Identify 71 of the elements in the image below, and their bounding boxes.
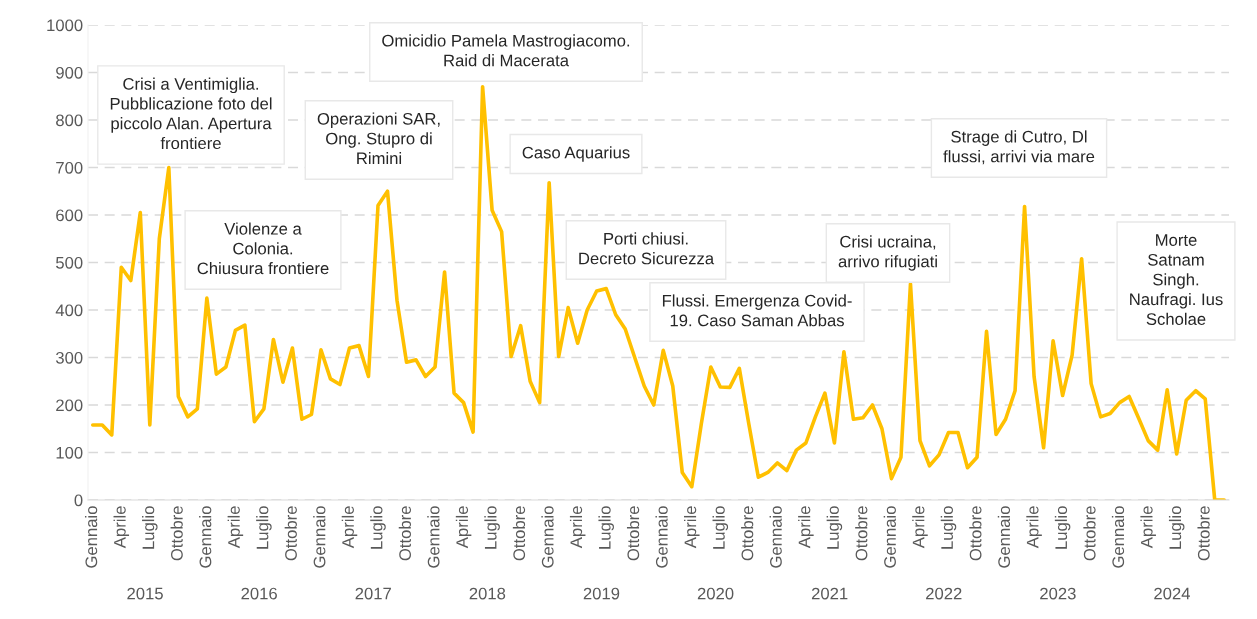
x-tick-label: Gennaio	[541, 506, 554, 568]
x-tick-label: Gennaio	[655, 506, 668, 568]
y-tick-label: 200	[56, 399, 83, 412]
x-tick-label: Gennaio	[1111, 506, 1125, 568]
y-tick-label: 900	[56, 66, 83, 79]
x-tick-label: Aprile	[113, 506, 130, 549]
x-tick-label: Luglio	[598, 506, 614, 549]
text: 2023	[1040, 587, 1076, 600]
y-tick-label: 400	[55, 304, 83, 317]
text: 2019	[583, 587, 620, 600]
x-tick-label: Aprile	[912, 506, 928, 549]
x-tick-label: Aprile	[341, 506, 358, 549]
x-tick-label: Ottobre	[741, 506, 754, 561]
y-tick-label: 600	[56, 209, 83, 222]
x-tick-label: Ottobre	[969, 506, 982, 561]
annotation: Crisi a Ventimiglia. Pubblicazione foto del piccolo Alan. Apertura frontiere	[110, 77, 272, 150]
x-tick-label: Gennaio	[84, 506, 98, 568]
x-tick-label: Gennaio	[313, 506, 326, 568]
x-tick-label: Ottobre	[855, 506, 868, 561]
annotation: Operazioni SAR, Ong. Stupro di Rimini	[317, 112, 440, 165]
y-tick-label: 100	[56, 446, 83, 459]
x-tick-label: Luglio	[940, 506, 957, 549]
x-tick-label: Luglio	[1054, 506, 1071, 549]
y-tick-label: 800	[56, 114, 83, 127]
y-tick-label: 500	[56, 256, 83, 269]
annotation: Caso Aquarius	[522, 146, 630, 162]
y-tick-label: 700	[56, 161, 83, 174]
annotation: Porti chiusi. Decreto Sicurezza	[579, 232, 715, 265]
text: 2024	[1154, 587, 1190, 600]
annotation: Violenze a Colonia. Chiusura frontiere	[197, 222, 329, 275]
x-tick-label: Aprile	[684, 506, 700, 549]
x-tick-label: Gennaio	[883, 506, 896, 568]
annotation: Crisi ucraina, arrivo rifugiati	[838, 235, 937, 271]
x-tick-label: Gennaio	[199, 506, 212, 568]
x-tick-label: Aprile	[798, 506, 814, 549]
annotation: Omicidio Pamela Mastrogiacomo. Raid di Macerata	[382, 34, 630, 67]
y-tick-label: 1000	[47, 19, 83, 32]
text: 2021	[811, 587, 848, 600]
x-tick-label: Aprile	[455, 506, 472, 549]
x-tick-label: Ottobre	[1083, 506, 1096, 561]
annotation: Morte Satnam Singh. Naufragi. Ius Scholae	[1130, 234, 1223, 325]
x-tick-label: Ottobre	[398, 506, 411, 561]
x-tick-label: Gennaio	[427, 506, 440, 568]
x-tick-label: Ottobre	[170, 506, 183, 561]
x-tick-label: Luglio	[370, 506, 386, 549]
x-tick-label: Aprile	[1026, 506, 1042, 549]
annotation: Strage di Cutro, Dl flussi, arrivi via mare	[943, 130, 1095, 165]
text: 2022	[926, 587, 962, 600]
x-tick-label: Ottobre	[284, 506, 297, 561]
x-tick-label: Ottobre	[626, 506, 640, 561]
x-tick-label: Luglio	[1168, 506, 1185, 549]
x-tick-label: Luglio	[142, 506, 158, 549]
x-tick-label: Ottobre	[512, 506, 526, 561]
y-tick-label: 0	[74, 494, 83, 507]
text: 2017	[355, 587, 391, 600]
text: 2018	[469, 587, 506, 600]
x-tick-label: Gennaio	[997, 506, 1011, 568]
x-tick-label: Aprile	[1140, 506, 1156, 549]
annotation: Flussi. Emergenza Covid- 19. Caso Saman Abbas	[662, 294, 852, 327]
x-tick-label: Aprile	[227, 506, 244, 549]
text: 2016	[241, 587, 277, 600]
x-tick-label: Luglio	[712, 506, 729, 549]
y-tick-label: 300	[55, 351, 83, 364]
x-tick-label: Luglio	[826, 506, 843, 549]
x-tick-label: Gennaio	[769, 506, 782, 568]
text: 2015	[127, 587, 163, 600]
x-tick-label: Luglio	[256, 506, 272, 549]
x-tick-label: Luglio	[484, 506, 500, 549]
x-tick-label: Aprile	[569, 506, 586, 549]
x-tick-label: Ottobre	[1197, 506, 1210, 561]
text: 2020	[697, 587, 734, 600]
